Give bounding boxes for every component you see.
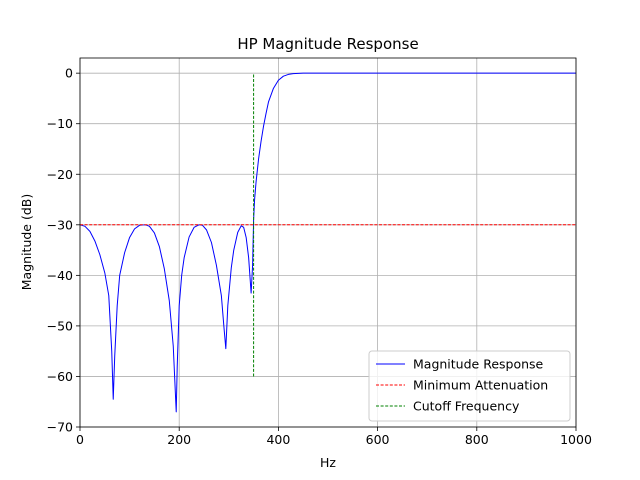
x-axis-label: Hz (320, 455, 336, 470)
y-tick-label: 0 (65, 66, 73, 81)
x-tick-label: 200 (167, 432, 191, 447)
x-tick-label: 400 (266, 432, 290, 447)
x-tick-label: 600 (366, 432, 390, 447)
y-tick-label: −60 (47, 369, 73, 384)
y-axis-label: Magnitude (dB) (19, 194, 34, 290)
chart-title: HP Magnitude Response (237, 35, 418, 53)
y-tick-label: −10 (47, 116, 73, 131)
y-tick-label: −30 (47, 217, 73, 232)
legend-item-magnitude-response-label: Magnitude Response (413, 357, 544, 372)
legend-box (368, 350, 571, 422)
y-tick-label: −40 (47, 268, 73, 283)
legend-item-cutoff-frequency-label: Cutoff Frequency (413, 399, 520, 414)
x-tick-label: 1000 (560, 432, 592, 447)
magnitude-response-line (79, 72, 576, 413)
y-tick-label: −70 (47, 420, 73, 435)
plot-series (79, 72, 576, 413)
x-tick-label: 0 (76, 432, 84, 447)
plot-frame (79, 57, 577, 428)
x-tick-label: 800 (465, 432, 489, 447)
legend-item-minimum-attenuation-label: Minimum Attenuation (413, 378, 548, 393)
legend: Magnitude Response Minimum Attenuation Cut… (368, 350, 571, 422)
ticks: 0 200 400 600 800 1000 0 −10 −20 −30 −40 −50 −60 −70 (47, 66, 592, 447)
y-tick-label: −20 (47, 167, 73, 182)
y-tick-label: −50 (47, 318, 73, 333)
